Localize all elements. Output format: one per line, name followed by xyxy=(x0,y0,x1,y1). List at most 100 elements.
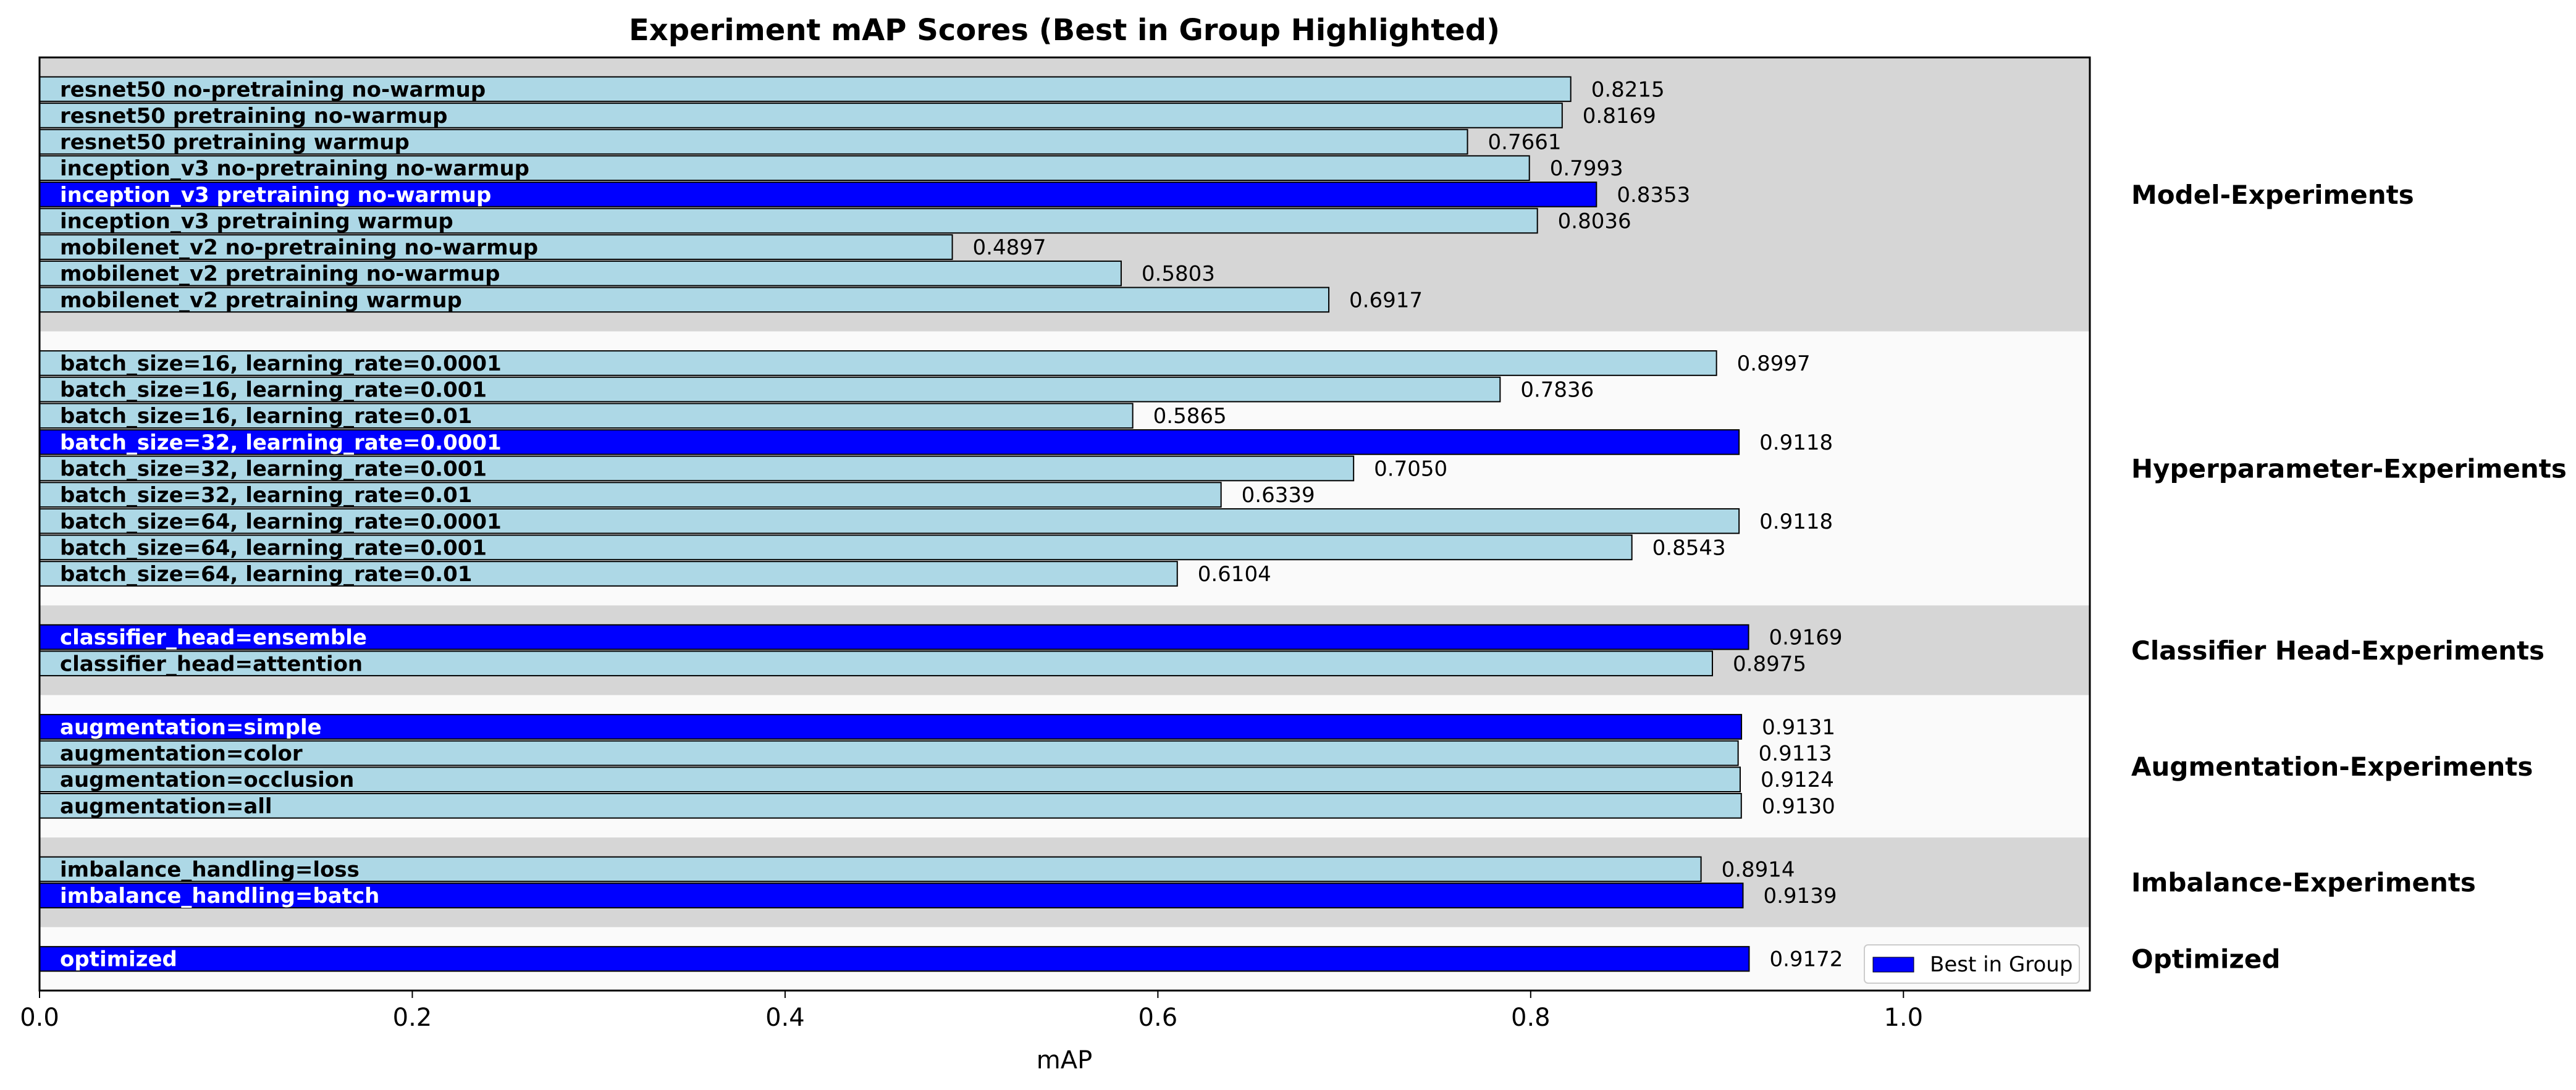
x-axis-label: mAP xyxy=(1037,1046,1092,1075)
bar-label: inception_v3 no-pretraining no-warmup xyxy=(60,156,529,181)
value-label: 0.9172 xyxy=(1769,947,1843,972)
bar-label: batch_size=16, learning_rate=0.01 xyxy=(60,404,472,429)
bar xyxy=(39,455,1355,482)
value-label: 0.7050 xyxy=(1374,457,1447,482)
bar-best xyxy=(39,945,1750,972)
value-label: 0.8543 xyxy=(1652,535,1726,560)
value-label: 0.8036 xyxy=(1558,209,1631,233)
group-label: Imbalance-Experiments xyxy=(2131,868,2476,898)
group-labels: Model-Experiments Hyperparameter-Experime… xyxy=(2131,180,2567,975)
value-label: 0.7836 xyxy=(1520,378,1594,403)
bars xyxy=(39,76,1750,972)
value-label: 0.9124 xyxy=(1761,768,1834,792)
bar-best xyxy=(39,429,1740,455)
bar-label: inception_v3 pretraining warmup xyxy=(60,209,453,233)
bar xyxy=(39,155,1530,182)
bar-best xyxy=(39,182,1597,208)
bar xyxy=(39,766,1741,792)
bar-label: batch_size=32, learning_rate=0.01 xyxy=(60,483,472,508)
plot-frame xyxy=(38,56,2091,992)
value-label: 0.8975 xyxy=(1733,652,1806,676)
bar-label: resnet50 no-pretraining no-warmup xyxy=(60,77,486,102)
bar-label: imbalance_handling=batch xyxy=(60,884,379,908)
x-tick-label: 0.0 xyxy=(20,1004,59,1032)
x-tick-label: 0.6 xyxy=(1139,1004,1178,1032)
bar-best xyxy=(39,624,1749,650)
bar xyxy=(39,534,1633,561)
value-label: 0.8353 xyxy=(1617,183,1690,208)
group-label: Augmentation-Experiments xyxy=(2131,752,2533,782)
bar-labels: resnet50 no-pretraining no-warmupresnet5… xyxy=(60,77,538,971)
bar xyxy=(39,508,1740,534)
x-tick-label: 0.8 xyxy=(1511,1004,1551,1032)
group-label: Hyperparameter-Experiments xyxy=(2131,454,2567,484)
bar xyxy=(39,260,1122,287)
legend-label: Best in Group xyxy=(1930,952,2073,977)
bar xyxy=(39,650,1714,677)
x-axis-ticks: 0.0 0.2 0.4 0.6 0.8 1.0 xyxy=(20,991,1923,1032)
bar xyxy=(39,103,1563,128)
bar-label: classifier_head=attention xyxy=(60,652,363,676)
legend: Best in Group xyxy=(1864,944,2080,984)
group-label: Optimized xyxy=(2131,944,2280,975)
bar-label: batch_size=16, learning_rate=0.0001 xyxy=(60,351,502,376)
bar-label: resnet50 pretraining warmup xyxy=(60,130,410,155)
value-label: 0.5865 xyxy=(1153,404,1227,429)
bar-label: classifier_head=ensemble xyxy=(60,626,367,650)
bar-label: augmentation=all xyxy=(60,794,272,819)
bar-label: augmentation=color xyxy=(60,742,303,766)
value-label: 0.7661 xyxy=(1488,130,1562,155)
group-label: Model-Experiments xyxy=(2131,180,2414,210)
x-tick-label: 0.4 xyxy=(765,1004,805,1032)
x-tick-label: 0.2 xyxy=(393,1004,432,1032)
bar-label: resnet50 pretraining no-warmup xyxy=(60,104,448,128)
bar-label: batch_size=64, learning_rate=0.001 xyxy=(60,535,487,560)
value-label: 0.9113 xyxy=(1759,742,1832,766)
value-label: 0.4897 xyxy=(973,235,1046,260)
value-label: 0.9118 xyxy=(1759,509,1833,534)
chart-title: Experiment mAP Scores (Best in Group Hig… xyxy=(629,13,1500,48)
bar xyxy=(39,76,1572,103)
bar-label: imbalance_handling=loss xyxy=(60,857,360,882)
bar-label: mobilenet_v2 no-pretraining no-warmup xyxy=(60,235,538,260)
bar-best xyxy=(39,882,1744,908)
bar xyxy=(39,128,1468,155)
value-label: 0.8215 xyxy=(1591,77,1665,102)
bar-label: batch_size=32, learning_rate=0.001 xyxy=(60,457,487,482)
value-label: 0.8914 xyxy=(1722,857,1795,882)
value-label: 0.9130 xyxy=(1762,794,1835,819)
bar-label: batch_size=64, learning_rate=0.01 xyxy=(60,562,472,587)
bar xyxy=(39,234,953,260)
value-label: 0.6917 xyxy=(1349,288,1423,312)
bar xyxy=(39,208,1538,234)
bar-label: mobilenet_v2 pretraining warmup xyxy=(60,288,462,312)
value-label: 0.8169 xyxy=(1583,104,1656,128)
value-label: 0.8997 xyxy=(1737,351,1811,376)
group-band xyxy=(40,605,2090,695)
bar-label: inception_v3 pretraining no-warmup xyxy=(60,183,491,208)
bar xyxy=(39,856,1702,882)
value-label: 0.9169 xyxy=(1769,626,1843,650)
bar-label: batch_size=32, learning_rate=0.0001 xyxy=(60,430,502,455)
bar-label: augmentation=simple xyxy=(60,715,322,740)
value-label: 0.6339 xyxy=(1242,483,1315,508)
value-label: 0.9118 xyxy=(1759,430,1833,455)
bar xyxy=(39,376,1501,403)
group-label: Classifier Head-Experiments xyxy=(2131,635,2544,666)
bar-label: optimized xyxy=(60,947,177,972)
bar-label: mobilenet_v2 pretraining no-warmup xyxy=(60,262,500,287)
value-label: 0.7993 xyxy=(1550,156,1623,181)
bar xyxy=(39,792,1742,819)
value-label: 0.5803 xyxy=(1142,262,1215,287)
x-tick-label: 1.0 xyxy=(1884,1004,1923,1032)
bar-best xyxy=(39,714,1743,740)
group-band xyxy=(40,837,2090,928)
value-label: 0.9139 xyxy=(1763,884,1837,908)
bar-label: batch_size=16, learning_rate=0.001 xyxy=(60,378,487,403)
bar-label: batch_size=64, learning_rate=0.0001 xyxy=(60,509,502,534)
value-label: 0.9131 xyxy=(1762,715,1835,740)
value-label: 0.6104 xyxy=(1198,562,1271,587)
legend-box xyxy=(1864,944,2080,984)
